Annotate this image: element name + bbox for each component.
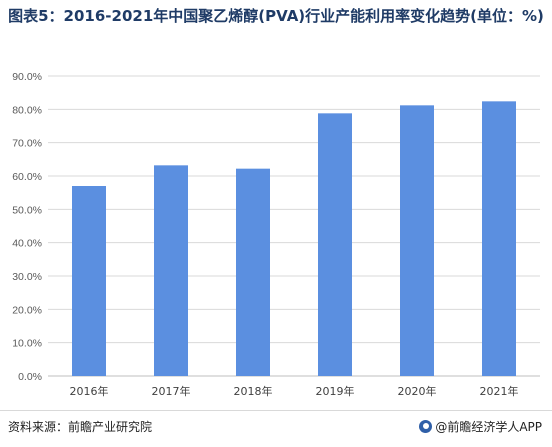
x-tick-label: 2021年 — [480, 384, 519, 398]
x-tick-label: 2018年 — [234, 384, 273, 398]
bar-2020年 — [400, 105, 434, 376]
bar-2019年 — [318, 113, 352, 376]
x-axis-tick-labels: 2016年 2017年 2018年 2019年 2020年 2021年 — [70, 384, 519, 398]
source-note: 资料来源：前瞻产业研究院 — [8, 420, 153, 434]
y-tick-label: 10.0% — [12, 338, 42, 350]
y-tick-label: 40.0% — [12, 238, 42, 250]
gridlines — [48, 75, 540, 377]
y-tick-label: 0.0% — [18, 371, 42, 383]
y-axis-tick-labels: 0.0% 10.0% 20.0% 30.0% 40.0% 50.0% 60.0% 70.0% 8… — [12, 71, 42, 383]
y-tick-label: 70.0% — [12, 138, 42, 150]
y-tick-label: 30.0% — [12, 271, 42, 283]
footer-divider — [0, 410, 552, 411]
y-tick-label: 80.0% — [12, 104, 42, 116]
bar-2016年 — [72, 186, 106, 376]
bars — [72, 101, 516, 376]
y-tick-label: 60.0% — [12, 171, 42, 183]
x-tick-label: 2016年 — [70, 384, 109, 398]
x-tick-label: 2017年 — [152, 384, 191, 398]
y-tick-label: 20.0% — [12, 304, 42, 316]
bar-2018年 — [236, 168, 270, 376]
brand-text: @前瞻经济学人APP — [435, 420, 542, 434]
brand-logo-icon — [419, 420, 433, 433]
y-tick-label: 50.0% — [12, 204, 42, 216]
x-tick-label: 2020年 — [398, 384, 437, 398]
x-tick-label: 2019年 — [316, 384, 355, 398]
bar-2017年 — [154, 165, 188, 376]
y-tick-label: 90.0% — [12, 71, 42, 83]
bar-2021年 — [482, 101, 516, 376]
chart-title: 图表5：2016-2021年中国聚乙烯醇(PVA)行业产能利用率变化趋势(单位：… — [8, 7, 544, 25]
brand-credit: @前瞻经济学人APP — [419, 418, 542, 435]
